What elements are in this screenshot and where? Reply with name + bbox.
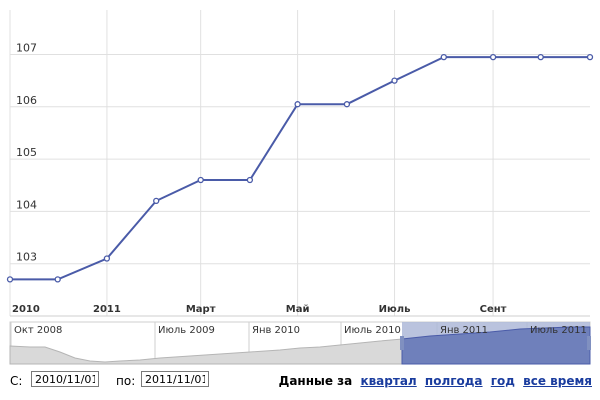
navigator-left-handle[interactable] [400, 336, 404, 350]
navigator-label: Янв 2011 [440, 325, 488, 336]
x-tick-label: Сент [480, 304, 507, 315]
y-tick-label: 107 [16, 41, 37, 54]
data-point[interactable] [153, 197, 160, 205]
chart-grid [9, 10, 590, 316]
plot-background [10, 10, 590, 316]
year-link[interactable]: год [490, 374, 515, 388]
date-range-controls: С: по: Данные за квартал полгода год все… [0, 368, 600, 396]
to-label: по: [116, 374, 136, 388]
x-tick-label: Июль [379, 304, 411, 315]
all-time-link[interactable]: все время [523, 374, 592, 388]
y-tick-label: 105 [16, 146, 37, 159]
navigator-label: Июль 2009 [158, 325, 215, 336]
range-navigator[interactable]: Окт 2008 Июль 2009 Янв 2010 Июль 2010 Янв 20… [9, 321, 591, 365]
data-point[interactable] [6, 276, 14, 283]
quarter-link[interactable]: квартал [360, 374, 417, 388]
data-point[interactable] [197, 176, 204, 184]
data-point[interactable] [391, 77, 398, 84]
navigator-label: Окт 2008 [14, 325, 62, 336]
data-point[interactable] [54, 276, 61, 283]
navigator-right-handle[interactable] [587, 336, 591, 350]
to-date-input[interactable] [141, 371, 209, 387]
data-for-label: Данные за [278, 374, 353, 388]
y-tick-label: 103 [16, 251, 37, 264]
x-axis: 2010 2011 Март Май Июль Сент [10, 304, 590, 317]
data-point[interactable] [537, 53, 544, 61]
range-preset-links: Данные за квартал полгода год все время [279, 374, 592, 388]
data-point[interactable] [294, 101, 301, 108]
y-axis: 103 104 105 106 107 [16, 41, 37, 263]
x-tick-label: Март [186, 304, 216, 315]
from-date-input[interactable] [31, 371, 99, 387]
data-point[interactable] [440, 53, 447, 61]
series-group [6, 53, 594, 283]
data-point[interactable] [343, 101, 351, 108]
navigator-label: Июль 2010 [344, 325, 401, 336]
navigator-overview-area [9, 338, 403, 365]
navigator-selected-area [401, 326, 591, 365]
data-point[interactable] [489, 53, 497, 61]
data-point[interactable] [103, 255, 111, 262]
data-point[interactable] [246, 176, 254, 184]
navigator-labels: Окт 2008 Июль 2009 Янв 2010 Июль 2010 Янв 20… [14, 325, 587, 336]
navigator-label: Янв 2010 [252, 325, 300, 336]
x-tick-label: 2011 [93, 304, 121, 315]
x-tick-label: Май [286, 304, 310, 315]
half-year-link[interactable]: полгода [424, 374, 483, 388]
from-label: С: [10, 374, 23, 388]
y-tick-label: 106 [16, 94, 37, 107]
data-point[interactable] [586, 53, 594, 61]
navigator-label: Июль 2011 [530, 325, 587, 336]
x-tick-label: 2010 [12, 304, 40, 315]
y-tick-label: 104 [16, 198, 37, 211]
